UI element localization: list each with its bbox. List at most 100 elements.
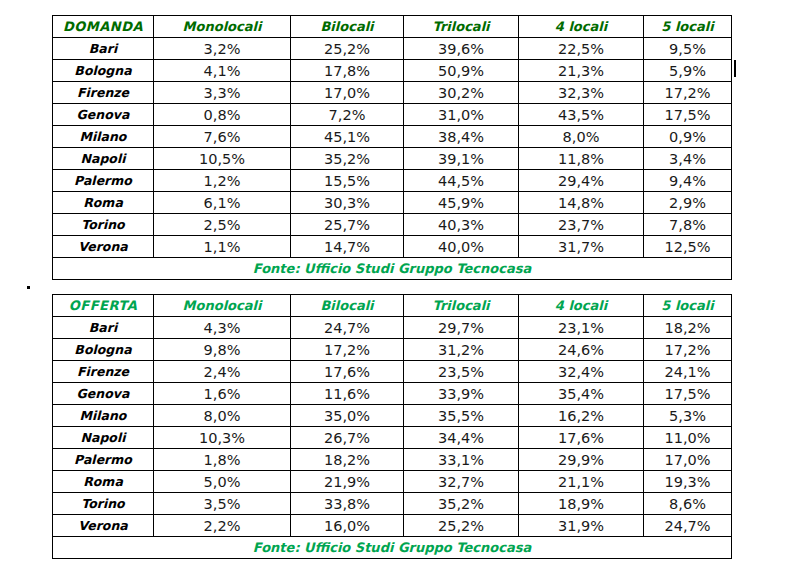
value-cell: 39,6% <box>404 38 519 60</box>
domanda-row-bologna: Bologna4,1%17,8%50,9%21,3%5,9% <box>53 60 732 82</box>
value-cell: 5,3% <box>644 405 732 427</box>
value-cell: 14,7% <box>291 236 404 258</box>
offerta-row-roma: Roma5,0%21,9%32,7%21,1%19,3% <box>53 471 732 493</box>
city-label: Torino <box>53 493 154 515</box>
value-cell: 7,6% <box>154 126 291 148</box>
value-cell: 21,1% <box>519 471 644 493</box>
offerta-header-row: OFFERTAMonolocaliBilocaliTrilocali4 loca… <box>53 295 732 317</box>
city-label: Bologna <box>53 60 154 82</box>
value-cell: 16,0% <box>291 515 404 537</box>
value-cell: 25,2% <box>404 515 519 537</box>
value-cell: 2,2% <box>154 515 291 537</box>
city-label: Bari <box>53 38 154 60</box>
value-cell: 31,0% <box>404 104 519 126</box>
city-label: Milano <box>53 405 154 427</box>
city-label: Genova <box>53 104 154 126</box>
value-cell: 32,3% <box>519 82 644 104</box>
domanda-header-row: DOMANDAMonolocaliBilocaliTrilocali4 loca… <box>53 16 732 38</box>
offerta-row-genova: Genova1,6%11,6%33,9%35,4%17,5% <box>53 383 732 405</box>
value-cell: 14,8% <box>519 192 644 214</box>
city-label: Roma <box>53 471 154 493</box>
offerta-footer-row: Fonte: Ufficio Studi Gruppo Tecnocasa <box>53 537 732 559</box>
value-cell: 17,2% <box>291 339 404 361</box>
value-cell: 24,1% <box>644 361 732 383</box>
value-cell: 17,2% <box>644 339 732 361</box>
value-cell: 23,7% <box>519 214 644 236</box>
offerta-row-milano: Milano8,0%35,0%35,5%16,2%5,3% <box>53 405 732 427</box>
city-label: Verona <box>53 236 154 258</box>
value-cell: 1,8% <box>154 449 291 471</box>
value-cell: 8,0% <box>154 405 291 427</box>
value-cell: 44,5% <box>404 170 519 192</box>
value-cell: 39,1% <box>404 148 519 170</box>
value-cell: 35,5% <box>404 405 519 427</box>
value-cell: 45,1% <box>291 126 404 148</box>
value-cell: 50,9% <box>404 60 519 82</box>
value-cell: 35,0% <box>291 405 404 427</box>
value-cell: 3,4% <box>644 148 732 170</box>
value-cell: 8,0% <box>519 126 644 148</box>
value-cell: 10,3% <box>154 427 291 449</box>
offerta-row-torino: Torino3,5%33,8%35,2%18,9%8,6% <box>53 493 732 515</box>
value-cell: 24,7% <box>291 317 404 339</box>
city-label: Firenze <box>53 361 154 383</box>
offerta-row-firenze: Firenze2,4%17,6%23,5%32,4%24,1% <box>53 361 732 383</box>
value-cell: 1,1% <box>154 236 291 258</box>
value-cell: 31,2% <box>404 339 519 361</box>
value-cell: 23,1% <box>519 317 644 339</box>
offerta-row-bari: Bari4,3%24,7%29,7%23,1%18,2% <box>53 317 732 339</box>
value-cell: 17,5% <box>644 104 732 126</box>
value-cell: 32,7% <box>404 471 519 493</box>
column-header-bilocali: Bilocali <box>291 16 404 38</box>
column-header-5-locali: 5 locali <box>644 16 732 38</box>
value-cell: 1,2% <box>154 170 291 192</box>
value-cell: 23,5% <box>404 361 519 383</box>
value-cell: 16,2% <box>519 405 644 427</box>
value-cell: 5,9% <box>644 60 732 82</box>
value-cell: 17,0% <box>291 82 404 104</box>
value-cell: 10,5% <box>154 148 291 170</box>
value-cell: 30,3% <box>291 192 404 214</box>
value-cell: 8,6% <box>644 493 732 515</box>
domanda-table: DOMANDAMonolocaliBilocaliTrilocali4 loca… <box>52 15 732 280</box>
value-cell: 38,4% <box>404 126 519 148</box>
domanda-row-roma: Roma6,1%30,3%45,9%14,8%2,9% <box>53 192 732 214</box>
value-cell: 7,2% <box>291 104 404 126</box>
column-header-monolocali: Monolocali <box>154 16 291 38</box>
value-cell: 12,5% <box>644 236 732 258</box>
value-cell: 33,1% <box>404 449 519 471</box>
value-cell: 18,9% <box>519 493 644 515</box>
value-cell: 1,6% <box>154 383 291 405</box>
value-cell: 7,8% <box>644 214 732 236</box>
value-cell: 17,5% <box>644 383 732 405</box>
stray-dot-mark <box>27 286 30 289</box>
offerta-row-verona: Verona2,2%16,0%25,2%31,9%24,7% <box>53 515 732 537</box>
value-cell: 31,7% <box>519 236 644 258</box>
value-cell: 0,8% <box>154 104 291 126</box>
stray-bar-mark <box>734 60 736 77</box>
value-cell: 25,7% <box>291 214 404 236</box>
value-cell: 3,3% <box>154 82 291 104</box>
column-header-4-locali: 4 locali <box>519 16 644 38</box>
value-cell: 9,4% <box>644 170 732 192</box>
value-cell: 34,4% <box>404 427 519 449</box>
value-cell: 40,3% <box>404 214 519 236</box>
domanda-row-napoli: Napoli10,5%35,2%39,1%11,8%3,4% <box>53 148 732 170</box>
city-label: Bologna <box>53 339 154 361</box>
column-header-5-locali: 5 locali <box>644 295 732 317</box>
offerta-row-bologna: Bologna9,8%17,2%31,2%24,6%17,2% <box>53 339 732 361</box>
value-cell: 31,9% <box>519 515 644 537</box>
value-cell: 24,6% <box>519 339 644 361</box>
domanda-row-torino: Torino2,5%25,7%40,3%23,7%7,8% <box>53 214 732 236</box>
offerta-row-palermo: Palermo1,8%18,2%33,1%29,9%17,0% <box>53 449 732 471</box>
city-label: Bari <box>53 317 154 339</box>
value-cell: 32,4% <box>519 361 644 383</box>
value-cell: 2,9% <box>644 192 732 214</box>
value-cell: 25,2% <box>291 38 404 60</box>
column-header-trilocali: Trilocali <box>404 16 519 38</box>
value-cell: 0,9% <box>644 126 732 148</box>
value-cell: 29,9% <box>519 449 644 471</box>
value-cell: 4,3% <box>154 317 291 339</box>
value-cell: 2,5% <box>154 214 291 236</box>
city-label: Firenze <box>53 82 154 104</box>
